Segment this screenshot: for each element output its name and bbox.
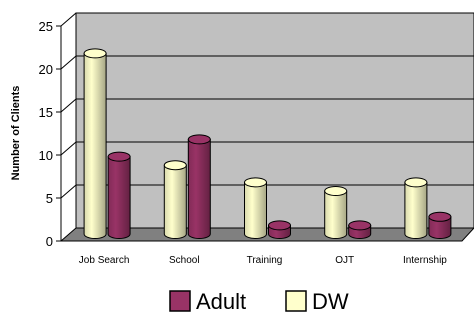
category-label: Internship <box>403 255 447 266</box>
bar-top <box>163 160 187 171</box>
bar-dw-school <box>163 160 187 239</box>
category-label: Job Search <box>79 255 130 266</box>
gridline-diag <box>60 98 77 113</box>
gridline-diag <box>60 55 77 70</box>
bar-body <box>83 52 107 239</box>
gridline-diag <box>60 184 77 199</box>
gridline-diag <box>60 141 77 156</box>
bar-top <box>107 151 131 162</box>
category-label: OJT <box>335 255 354 266</box>
bar-body <box>244 181 267 239</box>
y-tick-labels: 0 5 10 15 20 25 <box>39 19 61 249</box>
legend-label-dw: DW <box>312 289 349 314</box>
bar-adult-job-search <box>107 151 131 239</box>
y-tick-label: 20 <box>39 62 53 77</box>
bar-body <box>428 216 452 239</box>
bar-top <box>83 48 107 59</box>
bar-dw-training <box>244 177 267 239</box>
gridlines <box>60 12 474 199</box>
bar-top <box>268 220 291 231</box>
y-tick-label: 25 <box>39 19 53 34</box>
legend-swatch-dw <box>285 290 307 312</box>
bar-top <box>404 177 428 188</box>
y-tick-label: 0 <box>46 234 53 249</box>
bar-adult-ojt <box>348 220 372 239</box>
bar-dw-ojt <box>324 186 348 239</box>
bar-body <box>187 138 211 239</box>
y-tick-label: 15 <box>39 105 53 120</box>
category-label: Training <box>247 255 283 266</box>
category-labels: Job Search School Training OJT Internship <box>79 255 447 266</box>
bar-adult-training <box>268 220 291 239</box>
y-axis-title: Number of Clients <box>10 86 22 181</box>
legend: Adult DW <box>169 289 349 314</box>
bar-adult-school <box>187 134 211 239</box>
legend-swatch-adult <box>169 290 191 312</box>
bar-body <box>404 181 428 239</box>
bars <box>83 48 452 239</box>
gridline-diag <box>60 12 77 27</box>
y-tick-label: 5 <box>46 191 53 206</box>
bar-body <box>324 190 348 239</box>
category-label: School <box>169 255 200 266</box>
bar-dw-job-search <box>83 48 107 239</box>
legend-label-adult: Adult <box>196 289 246 314</box>
bar-top <box>187 134 211 145</box>
bar-top <box>348 220 372 231</box>
bar-body <box>163 164 187 239</box>
bar-adult-internship <box>428 211 452 239</box>
bar-body <box>107 156 131 239</box>
bar-top <box>324 186 348 196</box>
bar-top <box>428 211 452 222</box>
y-tick-label: 10 <box>39 148 53 163</box>
bar-top <box>244 177 267 188</box>
bar-dw-internship <box>404 177 428 239</box>
